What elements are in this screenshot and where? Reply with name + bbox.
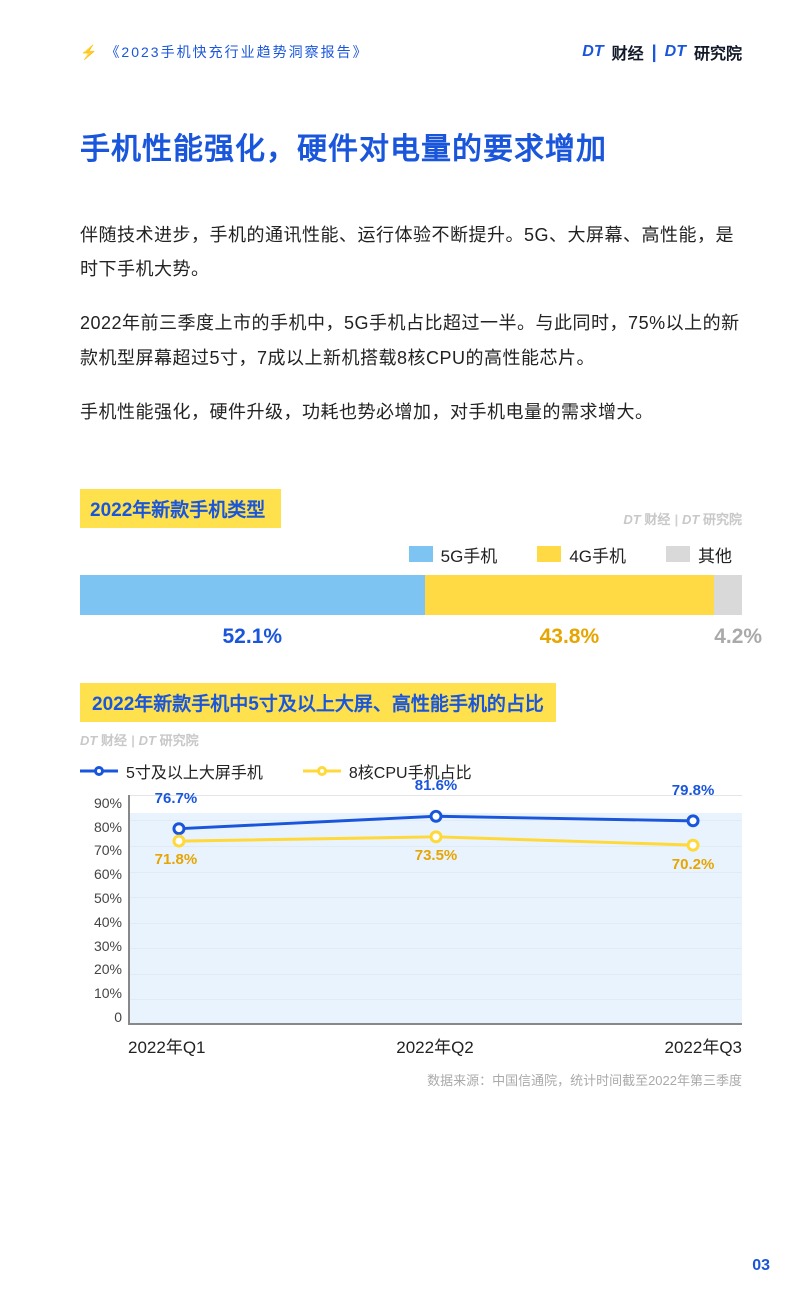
page-number: 03 — [752, 1257, 770, 1275]
legend-swatch — [666, 546, 690, 562]
watermark-1: DT 财经|DT 研究院 — [623, 509, 742, 528]
y-tick: 40% — [80, 914, 122, 930]
bar-segment — [425, 575, 715, 615]
wm-dt: DT — [623, 512, 640, 527]
series-marker — [174, 824, 184, 834]
footer-note: 数据来源：中国信通院，统计时间截至2022年第三季度 — [80, 1070, 742, 1089]
segment-value: 52.1% — [80, 625, 425, 649]
wm-yj: 研究院 — [703, 512, 742, 527]
series-marker — [431, 811, 441, 821]
stacked-chart-title: 2022年新款手机类型 — [80, 489, 281, 528]
series-marker — [688, 840, 698, 850]
x-axis: 2022年Q12022年Q22022年Q3 — [128, 1033, 742, 1058]
main-title: 手机性能强化，硬件对电量的要求增加 — [80, 124, 742, 168]
segment-value: 4.2% — [714, 625, 742, 649]
line-chart-title: 2022年新款手机中5寸及以上大屏、高性能手机的占比 — [80, 683, 556, 722]
legend-swatch — [409, 546, 433, 562]
wm-dt2: DT — [682, 512, 699, 527]
line-svg — [130, 795, 742, 1023]
wm2-dt2: DT — [139, 733, 156, 748]
line-chart: 2022年新款手机中5寸及以上大屏、高性能手机的占比 DT 财经|DT 研究院 … — [80, 683, 742, 1058]
header-brand: DT 财经 | DT 研究院 — [582, 40, 742, 64]
legend-label: 4G手机 — [569, 542, 626, 567]
bar-segment — [80, 575, 425, 615]
header-left: ⚡ 《2023手机快充行业趋势洞察报告》 — [80, 42, 369, 62]
data-label: 71.8% — [155, 851, 198, 868]
legend-item: 其他 — [666, 542, 732, 567]
data-label: 73.5% — [415, 847, 458, 864]
line-legend-item: 5寸及以上大屏手机 — [80, 759, 263, 783]
data-label: 70.2% — [672, 856, 715, 873]
data-label: 79.8% — [672, 782, 715, 799]
y-tick: 70% — [80, 842, 122, 858]
y-axis: 0 10% 20% 30% 40% 50% 60% 70% 80% 90% — [80, 795, 128, 1025]
y-tick: 20% — [80, 961, 122, 977]
y-tick: 60% — [80, 866, 122, 882]
legend-label: 5G手机 — [441, 542, 498, 567]
x-tick: 2022年Q3 — [537, 1033, 742, 1058]
legend-label: 其他 — [698, 542, 732, 567]
stacked-labels: 52.1%43.8%4.2% — [80, 625, 742, 649]
brand-yanjiu: 研究院 — [694, 40, 742, 64]
y-tick: 0 — [80, 1009, 122, 1025]
legend-item: 4G手机 — [537, 542, 626, 567]
series-marker — [174, 836, 184, 846]
wm2-cj: 财经 — [101, 733, 127, 748]
stacked-bar — [80, 575, 742, 615]
paragraph-3: 手机性能强化，硬件升级，功耗也势必增加，对手机电量的需求增大。 — [80, 395, 742, 429]
legend-swatch — [537, 546, 561, 562]
page-header: ⚡ 《2023手机快充行业趋势洞察报告》 DT 财经 | DT 研究院 — [80, 40, 742, 64]
data-label: 76.7% — [155, 790, 198, 807]
y-tick: 10% — [80, 985, 122, 1001]
y-tick: 50% — [80, 890, 122, 906]
series-marker — [688, 816, 698, 826]
line-legend-marker — [80, 765, 118, 777]
x-tick: 2022年Q2 — [333, 1033, 538, 1058]
brand-dt: DT — [582, 43, 603, 61]
bar-segment — [714, 575, 742, 615]
paragraph-1: 伴随技术进步，手机的通讯性能、运行体验不断提升。5G、大屏幕、高性能，是时下手机… — [80, 218, 742, 286]
legend-item: 5G手机 — [409, 542, 498, 567]
stacked-legend: 5G手机 4G手机 其他 — [80, 542, 742, 567]
y-tick: 30% — [80, 938, 122, 954]
line-legend-label: 5寸及以上大屏手机 — [126, 759, 263, 783]
watermark-2: DT 财经|DT 研究院 — [80, 730, 742, 749]
plot-area: 76.7%81.6%79.8%71.8%73.5%70.2% — [128, 795, 742, 1025]
doc-title: 《2023手机快充行业趋势洞察报告》 — [105, 42, 368, 62]
brand-sep: | — [652, 42, 657, 63]
y-tick: 80% — [80, 819, 122, 835]
brand-caijing: 财经 — [612, 40, 644, 64]
bolt-icon: ⚡ — [80, 44, 97, 61]
wm2-dt: DT — [80, 733, 97, 748]
plot-wrap: 010%20%30%40%50%60%70%80%90% 76.7%81.6%7… — [80, 795, 742, 1025]
y-tick: 90% — [80, 795, 122, 811]
brand-dt-2: DT — [665, 43, 686, 61]
wm-cj: 财经 — [644, 512, 670, 527]
line-legend: 5寸及以上大屏手机8核CPU手机占比 — [80, 759, 742, 783]
series-marker — [431, 832, 441, 842]
data-label: 81.6% — [415, 777, 458, 794]
wm2-yj: 研究院 — [160, 733, 199, 748]
line-legend-marker — [303, 765, 341, 777]
segment-value: 43.8% — [425, 625, 715, 649]
paragraph-2: 2022年前三季度上市的手机中，5G手机占比超过一半。与此同时，75%以上的新款… — [80, 306, 742, 374]
x-tick: 2022年Q1 — [128, 1033, 333, 1058]
stacked-chart: 2022年新款手机类型 DT 财经|DT 研究院 5G手机 4G手机 其他 52.1… — [80, 489, 742, 649]
